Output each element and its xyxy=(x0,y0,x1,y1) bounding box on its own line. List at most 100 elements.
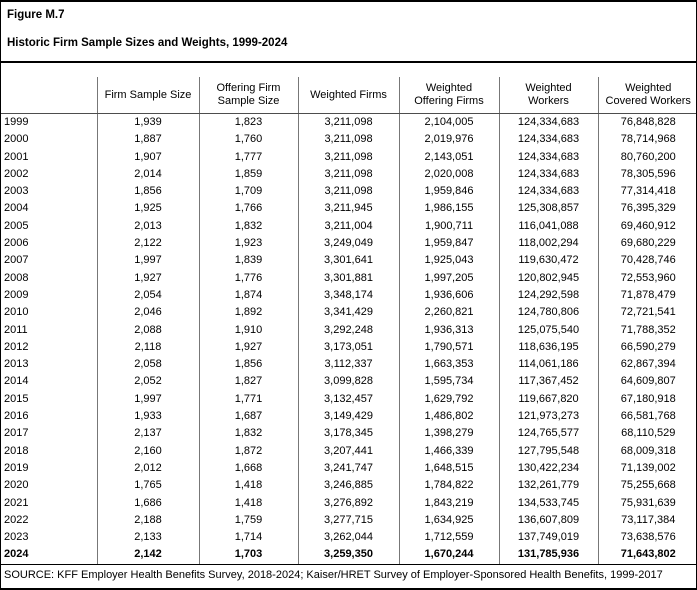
offering-firm-sample-size-cell: 1,418 xyxy=(198,477,298,495)
year-cell: 2018 xyxy=(4,444,29,457)
offering-firm-sample-size-cell: 1,418 xyxy=(198,494,298,512)
weighted-covered-workers-cell: 77,314,418 xyxy=(597,183,696,201)
weighted-covered-workers-cell: 66,590,279 xyxy=(597,338,696,357)
table-row: 2012 2,118 1,927 3,173,051 1,790,571 118… xyxy=(1,338,696,357)
weighted-workers-cell: 124,334,683 xyxy=(498,113,598,132)
table-row: 2010 2,046 1,892 3,341,429 2,260,821 124… xyxy=(1,304,696,322)
table-row: 2018 2,160 1,872 3,207,441 1,466,339 127… xyxy=(1,442,696,460)
firm-sample-size-cell: 2,088 xyxy=(96,321,199,339)
table-row: 2005 2,013 1,832 3,211,004 1,900,711 116… xyxy=(1,217,696,236)
table-row: 2019 2,012 1,668 3,241,747 1,648,515 130… xyxy=(1,459,696,478)
weighted-firms-cell: 3,211,098 xyxy=(297,165,399,184)
weighted-firms-cell: 3,211,098 xyxy=(297,113,399,132)
weighted-offering-firms-cell: 1,634,925 xyxy=(398,511,499,530)
year-cell: 2012 xyxy=(4,340,29,353)
table-row: 2003 1,856 1,709 3,211,098 1,959,846 124… xyxy=(1,183,696,201)
weighted-offering-firms-cell: 2,104,005 xyxy=(398,113,499,132)
weighted-offering-firms-cell: 1,959,846 xyxy=(398,183,499,201)
table-area: Firm Sample Size Offering Firm Sample Si… xyxy=(1,77,696,564)
firm-sample-size-cell: 1,925 xyxy=(96,200,199,218)
offering-firm-sample-size-cell: 1,709 xyxy=(198,183,298,201)
weighted-offering-firms-cell: 1,936,606 xyxy=(398,286,499,305)
firm-sample-size-cell: 1,887 xyxy=(96,131,199,149)
weighted-firms-cell: 3,276,892 xyxy=(297,494,399,512)
weighted-offering-firms-cell: 1,712,559 xyxy=(398,529,499,547)
weighted-offering-firms-cell: 1,595,734 xyxy=(398,373,499,391)
table-row: 2015 1,997 1,771 3,132,457 1,629,792 119… xyxy=(1,390,696,409)
offering-firm-sample-size-cell: 1,703 xyxy=(198,546,298,564)
weighted-offering-firms-cell: 2,019,976 xyxy=(398,131,499,149)
column-header-weighted-workers: Weighted Workers xyxy=(498,77,598,114)
weighted-firms-cell: 3,262,044 xyxy=(297,529,399,547)
offering-firm-sample-size-cell: 1,832 xyxy=(198,217,298,236)
weighted-covered-workers-cell: 69,460,912 xyxy=(597,217,696,236)
weighted-offering-firms-cell: 1,900,711 xyxy=(398,217,499,236)
weighted-firms-cell: 3,211,098 xyxy=(297,131,399,149)
table-row: 1999 1,939 1,823 3,211,098 2,104,005 124… xyxy=(1,113,696,132)
weighted-offering-firms-cell: 1,629,792 xyxy=(398,390,499,409)
table-row: 2016 1,933 1,687 3,149,429 1,486,802 121… xyxy=(1,408,696,426)
table-row: 2022 2,188 1,759 3,277,715 1,634,925 136… xyxy=(1,511,696,530)
weighted-firms-cell: 3,211,945 xyxy=(297,200,399,218)
weighted-offering-firms-cell: 1,936,313 xyxy=(398,321,499,339)
year-cell: 2024 xyxy=(4,548,29,561)
weighted-offering-firms-cell: 1,670,244 xyxy=(398,546,499,564)
weighted-firms-cell: 3,301,881 xyxy=(297,269,399,287)
offering-firm-sample-size-cell: 1,760 xyxy=(198,131,298,149)
table-row: 2007 1,997 1,839 3,301,641 1,925,043 119… xyxy=(1,252,696,270)
firm-sample-size-cell: 2,046 xyxy=(96,304,199,322)
weighted-firms-cell: 3,259,350 xyxy=(297,546,399,564)
firm-sample-size-cell: 2,013 xyxy=(96,217,199,236)
weighted-offering-firms-cell: 1,648,515 xyxy=(398,459,499,478)
weighted-firms-cell: 3,207,441 xyxy=(297,442,399,460)
table-row: 2023 2,133 1,714 3,262,044 1,712,559 137… xyxy=(1,529,696,547)
weighted-firms-cell: 3,348,174 xyxy=(297,286,399,305)
year-cell: 2007 xyxy=(4,254,29,267)
weighted-workers-cell: 124,780,806 xyxy=(498,304,598,322)
year-cell: 2022 xyxy=(4,513,29,526)
table-row: 2006 2,122 1,923 3,249,049 1,959,847 118… xyxy=(1,235,696,253)
firm-sample-size-cell: 1,939 xyxy=(96,113,199,132)
weighted-workers-cell: 137,749,019 xyxy=(498,529,598,547)
table-row: 2000 1,887 1,760 3,211,098 2,019,976 124… xyxy=(1,131,696,149)
weighted-workers-cell: 117,367,452 xyxy=(498,373,598,391)
weighted-workers-cell: 134,533,745 xyxy=(498,494,598,512)
firm-sample-size-cell: 2,133 xyxy=(96,529,199,547)
year-cell: 2019 xyxy=(4,461,29,474)
table-row: 2011 2,088 1,910 3,292,248 1,936,313 125… xyxy=(1,321,696,339)
weighted-covered-workers-cell: 67,180,918 xyxy=(597,390,696,409)
weighted-firms-cell: 3,099,828 xyxy=(297,373,399,391)
weighted-workers-cell: 118,636,195 xyxy=(498,338,598,357)
year-cell: 2006 xyxy=(4,237,29,250)
weighted-covered-workers-cell: 78,714,968 xyxy=(597,131,696,149)
weighted-offering-firms-cell: 1,843,219 xyxy=(398,494,499,512)
column-header-offering-firm-sample-size: Offering Firm Sample Size xyxy=(198,77,298,114)
weighted-firms-cell: 3,211,004 xyxy=(297,217,399,236)
offering-firm-sample-size-cell: 1,872 xyxy=(198,442,298,460)
weighted-covered-workers-cell: 75,255,668 xyxy=(597,477,696,495)
offering-firm-sample-size-cell: 1,823 xyxy=(198,113,298,132)
offering-firm-sample-size-cell: 1,856 xyxy=(198,356,298,374)
weighted-offering-firms-cell: 1,997,205 xyxy=(398,269,499,287)
year-cell: 2000 xyxy=(4,133,29,146)
offering-firm-sample-size-cell: 1,776 xyxy=(198,269,298,287)
firm-sample-size-cell: 2,142 xyxy=(96,546,199,564)
title-block: Figure M.7 Historic Firm Sample Sizes an… xyxy=(1,2,696,63)
firm-sample-size-cell: 1,765 xyxy=(96,477,199,495)
weighted-workers-cell: 114,061,186 xyxy=(498,356,598,374)
firm-sample-size-cell: 1,907 xyxy=(96,148,199,166)
weighted-covered-workers-cell: 66,581,768 xyxy=(597,408,696,426)
weighted-offering-firms-cell: 1,466,339 xyxy=(398,442,499,460)
year-cell: 2016 xyxy=(4,410,29,423)
year-cell: 2005 xyxy=(4,219,29,232)
offering-firm-sample-size-cell: 1,839 xyxy=(198,252,298,270)
firm-sample-size-cell: 1,933 xyxy=(96,408,199,426)
offering-firm-sample-size-cell: 1,832 xyxy=(198,425,298,443)
firm-sample-size-cell: 1,997 xyxy=(96,252,199,270)
offering-firm-sample-size-cell: 1,927 xyxy=(198,338,298,357)
year-cell: 2010 xyxy=(4,306,29,319)
firm-sample-size-cell: 2,058 xyxy=(96,356,199,374)
weighted-workers-cell: 124,334,683 xyxy=(498,183,598,201)
column-header-weighted-offering-firms: Weighted Offering Firms xyxy=(398,77,499,114)
firm-sample-size-cell: 1,927 xyxy=(96,269,199,287)
